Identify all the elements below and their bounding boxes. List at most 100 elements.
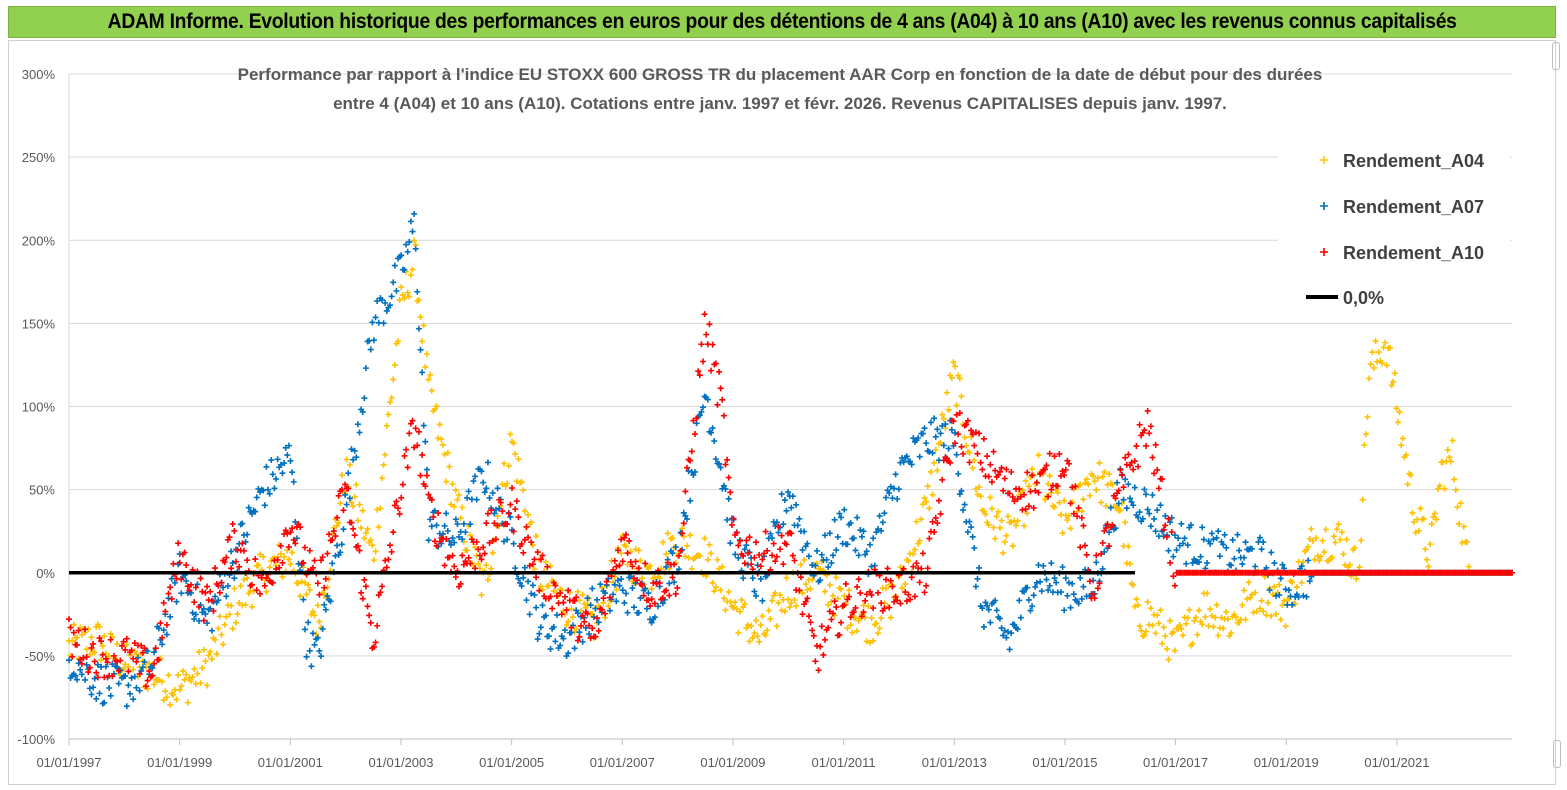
data-point xyxy=(606,607,613,614)
data-point xyxy=(605,603,612,610)
data-point xyxy=(828,616,835,623)
data-point xyxy=(960,450,967,457)
resize-handle-top[interactable] xyxy=(1552,42,1560,70)
data-point xyxy=(1303,593,1310,600)
data-point xyxy=(1080,522,1087,529)
data-point xyxy=(664,559,671,566)
data-point xyxy=(265,486,272,493)
data-point xyxy=(236,563,243,570)
data-point xyxy=(645,597,652,604)
data-point xyxy=(346,495,353,502)
data-point xyxy=(383,307,390,314)
data-point xyxy=(492,536,499,543)
data-point xyxy=(1460,523,1467,530)
data-point xyxy=(533,604,540,611)
data-point xyxy=(794,522,801,529)
data-point xyxy=(751,588,758,595)
data-point xyxy=(1029,472,1036,479)
data-point xyxy=(825,624,832,631)
data-point xyxy=(868,563,875,570)
data-point xyxy=(854,583,861,590)
data-point xyxy=(722,485,729,492)
data-point xyxy=(1013,522,1020,529)
data-point xyxy=(1285,587,1292,594)
data-point xyxy=(780,521,787,528)
data-point xyxy=(488,507,495,514)
data-point xyxy=(1441,485,1448,492)
data-point xyxy=(1151,470,1158,477)
data-point xyxy=(847,622,854,629)
data-point xyxy=(1035,489,1042,496)
data-point xyxy=(561,593,568,600)
data-point xyxy=(560,607,567,614)
data-point xyxy=(717,587,724,594)
data-point xyxy=(1207,606,1214,613)
data-point xyxy=(595,627,602,634)
data-point xyxy=(362,529,369,536)
data-point xyxy=(836,631,843,638)
data-point xyxy=(752,617,759,624)
data-point xyxy=(648,619,655,626)
data-point xyxy=(1048,486,1055,493)
data-point xyxy=(362,583,369,590)
data-point xyxy=(273,475,280,482)
data-point xyxy=(306,586,313,593)
data-point xyxy=(902,589,909,596)
data-point xyxy=(216,613,223,620)
data-point xyxy=(306,547,313,554)
data-point xyxy=(362,365,369,372)
data-point xyxy=(415,325,422,332)
data-point xyxy=(367,619,374,626)
data-point xyxy=(1269,591,1276,598)
data-point xyxy=(1446,454,1453,461)
data-point xyxy=(921,589,928,596)
data-point xyxy=(186,675,193,682)
data-point xyxy=(579,612,586,619)
data-point xyxy=(377,589,384,596)
data-point xyxy=(1163,646,1170,653)
data-point xyxy=(579,591,586,598)
data-point xyxy=(452,574,459,581)
data-point xyxy=(1162,512,1169,519)
data-point xyxy=(94,661,101,668)
data-point xyxy=(507,431,514,438)
data-point xyxy=(992,535,999,542)
data-point xyxy=(976,430,983,437)
data-point xyxy=(1276,592,1283,599)
data-point xyxy=(1109,521,1116,528)
data-point xyxy=(1167,559,1174,566)
data-point xyxy=(568,605,575,612)
data-point xyxy=(314,602,321,609)
data-point xyxy=(744,621,751,628)
data-point xyxy=(118,642,125,649)
data-point xyxy=(996,468,1003,475)
data-point xyxy=(1179,540,1186,547)
data-point xyxy=(971,545,978,552)
data-point xyxy=(1168,514,1175,521)
data-point xyxy=(533,533,540,540)
data-point xyxy=(292,540,299,547)
data-point xyxy=(417,314,424,321)
data-point xyxy=(451,539,458,546)
data-point xyxy=(1197,553,1204,560)
data-point xyxy=(460,561,467,568)
data-point xyxy=(521,536,528,543)
data-point xyxy=(409,228,416,235)
resize-handle-bottom[interactable] xyxy=(1553,740,1561,768)
data-point xyxy=(345,485,352,492)
data-point xyxy=(449,552,456,559)
data-point xyxy=(1223,544,1230,551)
data-point xyxy=(793,501,800,508)
data-point xyxy=(987,461,994,468)
data-point xyxy=(584,595,591,602)
data-point xyxy=(364,525,371,532)
data-point xyxy=(637,557,644,564)
data-point xyxy=(937,510,944,517)
data-point xyxy=(401,295,408,302)
data-point xyxy=(672,590,679,597)
x-tick-label: 01/01/2017 xyxy=(1143,755,1208,770)
data-point xyxy=(330,528,337,535)
data-point xyxy=(374,506,381,513)
data-point xyxy=(109,673,116,680)
data-point xyxy=(497,499,504,506)
